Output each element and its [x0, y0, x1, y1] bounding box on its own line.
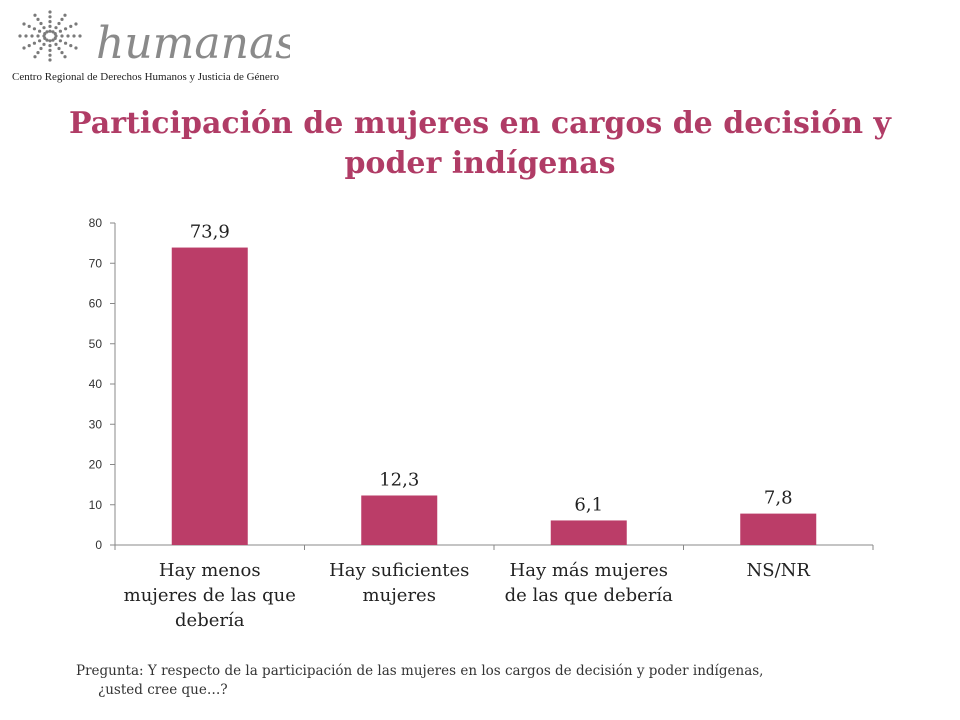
data-label: 7,8 — [764, 488, 793, 509]
logo-dot — [48, 20, 52, 24]
x-tick-label: Hay suficientes mujeres — [329, 560, 470, 606]
y-tick-label: 70 — [89, 256, 103, 270]
x-tick-label: Hay más mujeres de las que debería — [504, 560, 673, 606]
logo-dot — [39, 21, 43, 26]
logo-dot — [63, 41, 68, 45]
logo-dot — [53, 31, 57, 36]
logo-dot — [72, 34, 76, 38]
logo-dot — [42, 26, 46, 30]
data-label: 12,3 — [379, 469, 419, 490]
logo-dot — [60, 51, 64, 55]
logo-dot — [60, 34, 64, 38]
logo-dot — [18, 34, 22, 38]
bar — [361, 495, 438, 545]
logo-dot — [36, 51, 40, 55]
logo-dot — [57, 46, 61, 51]
logo-subtitle: Centro Regional de Derechos Humanos y Ju… — [12, 71, 279, 83]
x-tick-label: Hay menos mujeres de las que debería — [123, 560, 296, 631]
logo-dot — [45, 38, 49, 42]
logo-dot — [57, 21, 61, 26]
logo-dot — [48, 10, 52, 14]
y-tick-label: 30 — [89, 417, 103, 431]
logo-dot — [38, 29, 42, 33]
logo-dot — [42, 34, 46, 38]
footnote-line-1: Pregunta: Y respecto de la participación… — [76, 663, 764, 679]
logo-dot — [74, 22, 78, 26]
logo-dot — [58, 29, 62, 33]
logo-dot — [53, 36, 57, 41]
logo-dot — [22, 22, 26, 26]
x-tick-label: NS/NR — [746, 560, 810, 581]
logo-dot — [27, 24, 31, 28]
humanas-logo: humanas Centro Regional de Derechos Huma… — [0, 0, 298, 96]
logo-dot — [22, 46, 26, 50]
logo-dot — [48, 53, 52, 57]
y-tick-label: 50 — [89, 337, 103, 351]
data-label: 73,9 — [190, 222, 230, 243]
logo-mark: humanas Centro Regional de Derechos Huma… — [12, 10, 298, 83]
logo-dot — [33, 55, 37, 59]
logo-dot — [63, 55, 67, 59]
logo-dot — [27, 44, 31, 48]
logo-dot — [48, 48, 52, 53]
question-footnote: Pregunta: Y respecto de la participación… — [76, 662, 896, 700]
logo-dot — [24, 34, 28, 38]
logo-dot — [33, 13, 37, 17]
logo-dot — [39, 46, 43, 51]
logo-dot — [48, 29, 52, 33]
logo-dot — [63, 13, 67, 17]
logo-dot — [69, 44, 73, 48]
logo-dot — [78, 34, 82, 38]
y-tick-label: 20 — [89, 458, 103, 472]
logo-dot — [32, 27, 37, 31]
logo-dot — [48, 58, 52, 62]
logo-dot — [60, 17, 64, 21]
logo-dot — [36, 34, 40, 38]
logo-dot — [69, 24, 73, 28]
logo-dot — [48, 15, 52, 19]
chart-title: Participación de mujeres en cargos de de… — [69, 106, 891, 181]
data-label: 6,1 — [574, 494, 603, 515]
y-tick-label: 80 — [89, 216, 103, 230]
logo-dot — [51, 30, 55, 34]
y-tick-label: 10 — [89, 498, 103, 512]
logo-wordmark: humanas — [96, 18, 290, 69]
logo-dot — [42, 42, 46, 46]
logo-dot — [58, 39, 62, 43]
logo-dot — [32, 41, 37, 45]
logo-dot — [66, 34, 70, 38]
logo-dot — [30, 34, 34, 38]
logo-dot — [36, 17, 40, 21]
y-tick-label: 40 — [89, 377, 103, 391]
footnote-line-2: ¿usted cree que…? — [98, 682, 228, 698]
logo-dot — [48, 24, 52, 28]
logo-dot — [54, 26, 58, 30]
logo-dot — [54, 34, 58, 38]
logo-dot — [48, 39, 52, 43]
bar — [550, 520, 627, 545]
y-tick-label: 60 — [89, 297, 103, 311]
logo-dot — [74, 46, 78, 50]
logo-dot — [51, 38, 55, 42]
logo-dot — [48, 44, 52, 48]
bar — [171, 247, 248, 546]
logo-dot — [54, 42, 58, 46]
y-tick-label: 0 — [95, 538, 102, 552]
logo-dot — [43, 31, 47, 36]
bar — [740, 513, 817, 545]
logo-dot — [38, 39, 42, 43]
logo-dot — [45, 30, 49, 34]
logo-dot — [43, 36, 47, 41]
logo-dot — [63, 27, 68, 31]
